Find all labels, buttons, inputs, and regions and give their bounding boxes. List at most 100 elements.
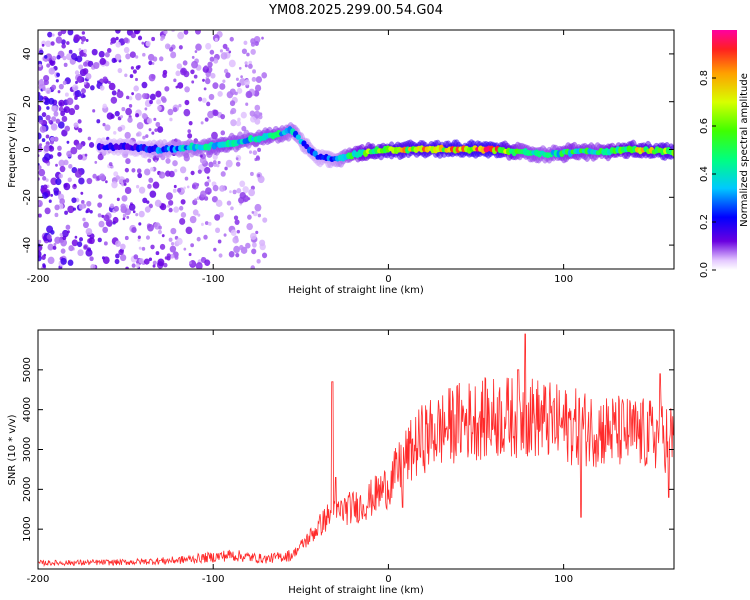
noise-point [117,67,123,74]
noise-point [94,160,98,164]
noise-point [61,39,66,45]
noise-point [77,127,83,133]
noise-point [52,245,57,250]
noise-point [138,257,144,264]
ridge-point [295,134,301,140]
noise-point [226,91,234,99]
noise-point [71,239,78,247]
noise-point [114,258,120,265]
noise-point [86,200,92,207]
noise-point [111,165,114,169]
noise-point [207,61,213,68]
noise-point [169,245,177,253]
noise-point [172,107,178,113]
noise-point [77,241,83,248]
noise-point [120,203,126,210]
noise-point [144,168,151,176]
noise-point [169,117,173,122]
noise-point [257,147,262,153]
noise-point [190,170,195,176]
noise-point [99,57,107,66]
noise-point [251,248,257,255]
noise-point [261,36,264,40]
noise-point [148,177,154,183]
noise-point [160,95,166,102]
noise-point [74,235,78,239]
noise-point [183,186,186,190]
y-tick-label: 4000 [22,397,33,422]
noise-point [97,237,102,243]
noise-point [68,163,73,169]
noise-point [217,160,221,165]
noise-point [218,211,224,218]
noise-point [176,63,183,70]
noise-point [208,161,214,168]
noise-point [74,104,80,111]
noise-point [124,131,131,139]
noise-point [152,260,157,266]
noise-point [54,236,61,244]
noise-point [141,246,146,251]
noise-point [103,214,110,222]
noise-point [66,41,70,45]
noise-point [83,53,87,58]
noise-point [222,79,226,84]
noise-point [243,40,248,45]
noise-point [82,221,89,229]
noise-point [125,158,131,165]
noise-point [236,229,241,234]
noise-point [135,55,139,59]
noise-point [57,31,63,37]
noise-point [128,203,136,211]
noise-point [150,167,154,172]
noise-point [46,225,54,234]
noise-point [62,235,67,241]
noise-point [228,59,236,68]
noise-point [85,227,93,236]
noise-point [58,106,64,112]
noise-point [254,41,259,47]
noise-point [170,227,177,235]
noise-point [116,197,120,202]
noise-point [174,255,179,260]
noise-point [114,110,120,117]
noise-point [189,215,197,224]
noise-point [40,78,44,82]
noise-point [89,209,93,214]
noise-point [146,117,153,124]
noise-point [60,257,67,265]
noise-point [60,248,66,254]
noise-point [160,37,164,42]
noise-point [76,55,83,63]
noise-point [43,145,50,152]
noise-point [152,264,156,268]
noise-point [90,264,96,269]
colorbar-tick-label: 0.8 [699,70,710,86]
noise-point [38,143,43,147]
noise-point [80,41,84,45]
noise-point [44,153,51,161]
noise-point [163,30,168,35]
noise-point [174,168,178,173]
noise-point [156,105,162,111]
noise-point [206,101,211,107]
noise-point [115,36,119,41]
noise-point [38,165,42,170]
y-tick-label: 1000 [22,516,33,541]
noise-point [96,119,101,124]
noise-point [120,115,124,119]
spectrogram-y-axis: -40 -20 0 20 40 [22,48,674,253]
noise-point [172,160,178,167]
snr-x-label: Height of straight line (km) [288,585,424,596]
noise-point [111,181,118,189]
y-tick-label: 2000 [22,477,33,502]
x-tick-label: 0 [385,574,391,585]
noise-point [156,99,162,105]
noise-point [43,74,50,82]
noise-point [180,211,187,218]
noise-point [176,187,182,193]
noise-point [194,50,198,54]
noise-point [38,213,42,218]
noise-point [195,30,201,35]
noise-point [58,173,64,179]
